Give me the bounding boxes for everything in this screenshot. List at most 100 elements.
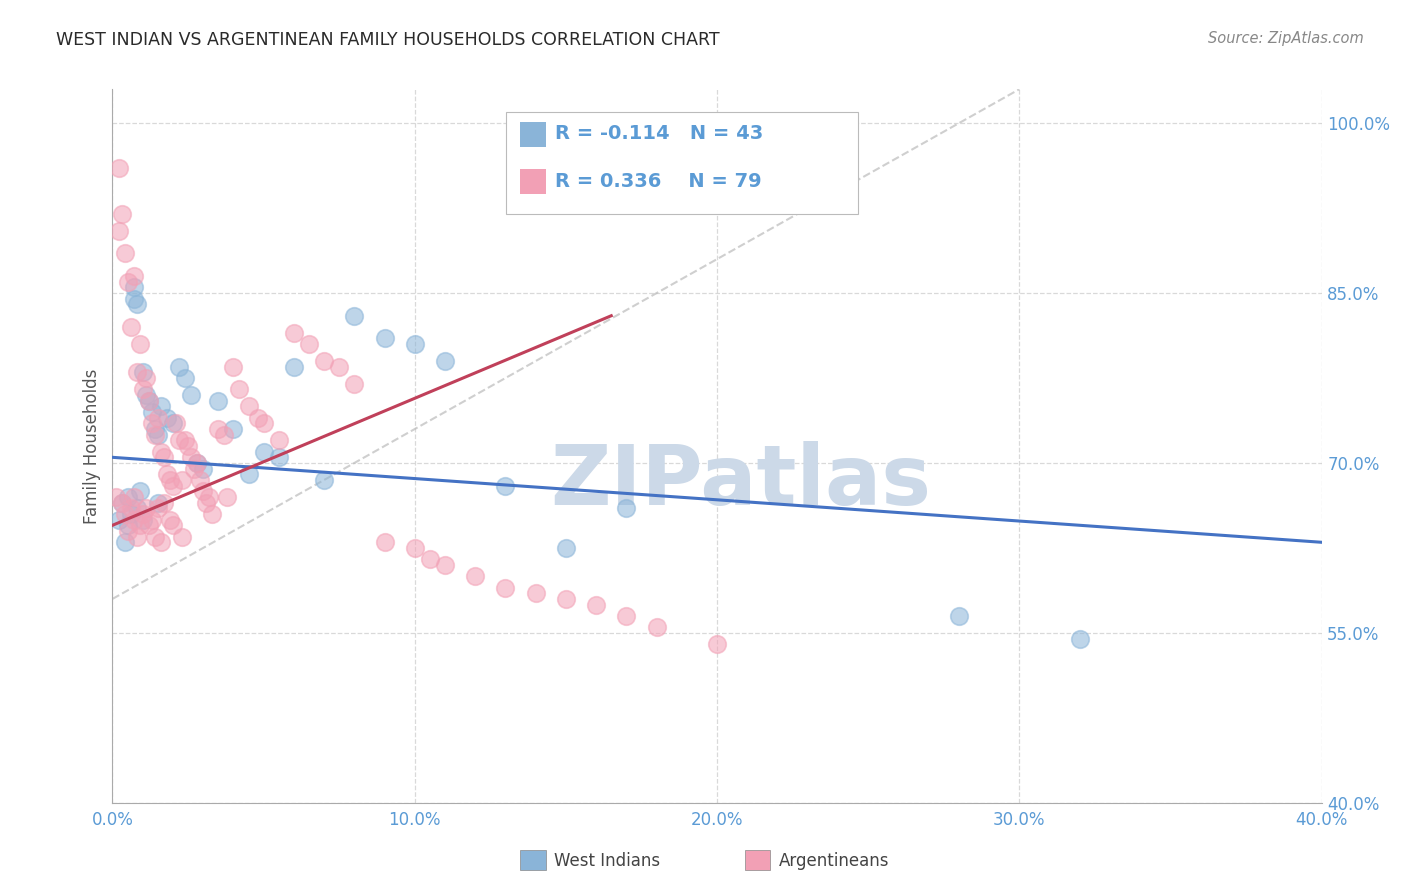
Point bbox=[138, 518, 160, 533]
Text: Source: ZipAtlas.com: Source: ZipAtlas.com bbox=[1208, 31, 1364, 46]
Point bbox=[554, 591, 576, 606]
Point bbox=[146, 427, 169, 442]
Point bbox=[343, 309, 366, 323]
Point bbox=[585, 598, 607, 612]
Text: R = -0.114   N = 43: R = -0.114 N = 43 bbox=[555, 124, 763, 144]
Point bbox=[128, 484, 150, 499]
Point bbox=[135, 501, 157, 516]
Point bbox=[170, 473, 193, 487]
Point bbox=[170, 530, 193, 544]
Point bbox=[298, 337, 321, 351]
Point bbox=[132, 383, 155, 397]
Point bbox=[138, 393, 160, 408]
Point bbox=[283, 326, 305, 340]
Point bbox=[374, 331, 396, 345]
Point bbox=[149, 444, 172, 458]
Point bbox=[253, 444, 276, 458]
Point bbox=[314, 473, 336, 487]
Point bbox=[374, 535, 396, 549]
Point bbox=[125, 297, 148, 311]
Point bbox=[706, 637, 728, 651]
Text: ZIPatlas: ZIPatlas bbox=[551, 442, 932, 522]
Point bbox=[177, 439, 200, 453]
Point bbox=[122, 280, 145, 294]
Point bbox=[143, 427, 166, 442]
Point bbox=[191, 484, 215, 499]
Point bbox=[135, 371, 157, 385]
Point bbox=[141, 513, 163, 527]
Point bbox=[120, 320, 142, 334]
Point bbox=[195, 495, 218, 509]
Point bbox=[183, 461, 205, 475]
Point bbox=[419, 552, 441, 566]
Point bbox=[122, 490, 145, 504]
Point bbox=[645, 620, 668, 634]
Point bbox=[122, 513, 145, 527]
Point bbox=[132, 513, 155, 527]
Point bbox=[114, 246, 136, 260]
Point bbox=[141, 417, 163, 431]
Point bbox=[191, 461, 215, 475]
Point bbox=[228, 383, 250, 397]
Y-axis label: Family Households: Family Households bbox=[83, 368, 101, 524]
Point bbox=[125, 365, 148, 379]
Point bbox=[283, 359, 305, 374]
Point bbox=[146, 410, 169, 425]
Point bbox=[159, 513, 181, 527]
Point bbox=[110, 495, 132, 509]
Point bbox=[153, 495, 176, 509]
Point bbox=[174, 371, 197, 385]
Point bbox=[162, 417, 184, 431]
Point bbox=[167, 359, 190, 374]
Point bbox=[253, 417, 276, 431]
Point bbox=[207, 393, 229, 408]
Point bbox=[434, 354, 457, 368]
Point bbox=[495, 581, 517, 595]
Point bbox=[267, 450, 290, 465]
Point bbox=[343, 376, 366, 391]
Point bbox=[246, 410, 269, 425]
Point bbox=[180, 450, 202, 465]
Point bbox=[120, 507, 142, 521]
Point bbox=[238, 467, 260, 482]
Point bbox=[114, 507, 136, 521]
Point bbox=[128, 337, 150, 351]
Point bbox=[107, 224, 129, 238]
Point bbox=[149, 535, 172, 549]
Point bbox=[174, 434, 197, 448]
Point bbox=[110, 207, 132, 221]
Point bbox=[143, 422, 166, 436]
Point bbox=[616, 501, 638, 516]
Point bbox=[328, 359, 350, 374]
Point bbox=[120, 501, 142, 516]
Point bbox=[104, 490, 127, 504]
Point bbox=[159, 473, 181, 487]
Point bbox=[1069, 632, 1091, 646]
Point bbox=[404, 337, 426, 351]
Point bbox=[114, 535, 136, 549]
Point bbox=[125, 530, 148, 544]
Text: R = 0.336    N = 79: R = 0.336 N = 79 bbox=[555, 171, 762, 191]
Point bbox=[464, 569, 486, 583]
Point bbox=[186, 456, 208, 470]
Point bbox=[143, 530, 166, 544]
Point bbox=[156, 467, 179, 482]
Text: WEST INDIAN VS ARGENTINEAN FAMILY HOUSEHOLDS CORRELATION CHART: WEST INDIAN VS ARGENTINEAN FAMILY HOUSEH… bbox=[56, 31, 720, 49]
Point bbox=[217, 490, 239, 504]
Point bbox=[162, 478, 184, 492]
Point bbox=[153, 450, 176, 465]
Point bbox=[125, 501, 148, 516]
Point bbox=[314, 354, 336, 368]
Text: Argentineans: Argentineans bbox=[779, 852, 890, 870]
Point bbox=[162, 518, 184, 533]
Point bbox=[222, 422, 245, 436]
Point bbox=[128, 518, 150, 533]
Point bbox=[135, 388, 157, 402]
Point bbox=[107, 161, 129, 176]
Point bbox=[222, 359, 245, 374]
Point bbox=[186, 456, 208, 470]
Point bbox=[149, 400, 172, 414]
Point bbox=[156, 410, 179, 425]
Point bbox=[404, 541, 426, 555]
Point bbox=[198, 490, 221, 504]
